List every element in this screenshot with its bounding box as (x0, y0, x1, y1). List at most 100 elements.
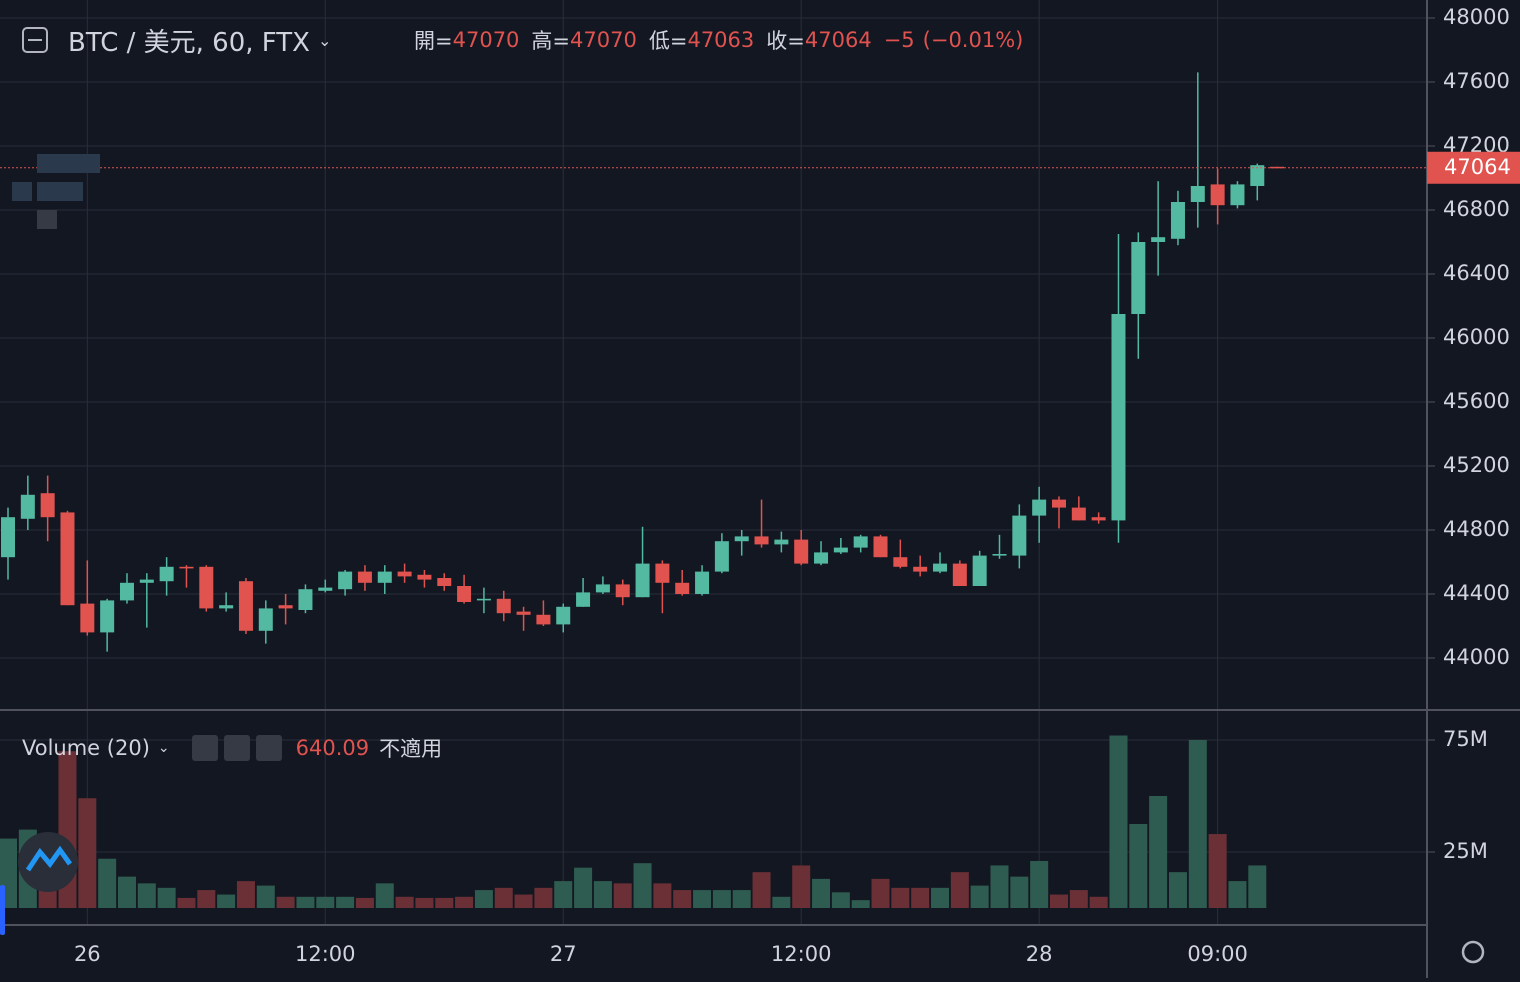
volume-bar (475, 890, 493, 908)
legend-label: 低= (649, 25, 688, 55)
volume-bar (574, 868, 592, 908)
volume-note: 不適用 (379, 733, 442, 763)
volume-bar (812, 879, 830, 908)
volume-bar (158, 888, 176, 908)
volume-bar (1109, 736, 1127, 908)
y-tick-label: 44000 (1443, 645, 1510, 669)
candle-body (616, 584, 630, 597)
candle-body (160, 567, 174, 581)
toolbar-ghost (37, 182, 83, 201)
side-handle[interactable] (0, 885, 5, 935)
legend-label: 高= (531, 25, 570, 55)
volume-bar (693, 890, 711, 908)
volume-bar (336, 897, 354, 908)
volume-bar (991, 865, 1009, 908)
candle-body (477, 599, 491, 601)
volume-bar (118, 877, 136, 908)
dropdown-caret: ⌄ (158, 740, 170, 756)
volume-bar (1189, 740, 1207, 908)
candle-body (1052, 500, 1066, 508)
settings-button[interactable] (224, 735, 250, 761)
candle-body (120, 583, 134, 601)
candle-body (100, 600, 114, 632)
volume-bar (257, 886, 275, 908)
candle-body (1092, 517, 1106, 520)
volume-bar (316, 897, 334, 908)
volume-legend: Volume (20) ⌄ 640.09 不適用 (22, 733, 442, 763)
volume-label[interactable]: Volume (20) (22, 736, 150, 760)
toolbar-ghost (37, 210, 57, 229)
legend-change: −5 (884, 28, 915, 52)
candle-body (80, 604, 94, 633)
volume-bar (931, 888, 949, 908)
candle-body (60, 512, 74, 605)
volume-bar (455, 897, 473, 908)
candle-body (636, 564, 650, 598)
ohlc-legend: 開=47070 高=47070 低=47063 收=47064 −5(−0.01… (414, 25, 1023, 55)
legend-value: 47070 (570, 28, 637, 52)
candle-body (973, 556, 987, 586)
volume-bar (1169, 872, 1187, 908)
y-tick-label: 44800 (1443, 517, 1510, 541)
y-tick-label: 46000 (1443, 325, 1510, 349)
candle-body (318, 588, 332, 591)
candle-body (834, 548, 848, 553)
candle-body (358, 572, 372, 583)
candle-body (695, 572, 709, 594)
candle-body (398, 572, 412, 577)
volume-bar (1228, 881, 1246, 908)
x-tick-label: 28 (1026, 942, 1053, 966)
visibility-button[interactable] (192, 735, 218, 761)
y2-tick-label: 25M (1443, 839, 1488, 863)
legend-value: 47064 (805, 28, 872, 52)
remove-button[interactable] (256, 735, 282, 761)
volume-bar (872, 879, 890, 908)
volume-bar (1070, 890, 1088, 908)
volume-bar (554, 881, 572, 908)
candle-body (1211, 184, 1225, 205)
volume-bar (217, 895, 235, 908)
candle-body (259, 608, 273, 630)
candle-body (1250, 165, 1264, 186)
volume-value: 640.09 (296, 736, 369, 760)
toolbar-ghost (37, 154, 100, 173)
candle-body (1131, 242, 1145, 314)
candle-body (219, 605, 233, 608)
x-tick-label: 09:00 (1187, 942, 1248, 966)
candle-body (556, 607, 570, 625)
volume-bar (376, 883, 394, 908)
volume-bar (971, 886, 989, 908)
y-tick-label: 47600 (1443, 69, 1510, 93)
candle-body (1111, 314, 1125, 520)
volume-bar (594, 881, 612, 908)
candle-body (675, 583, 689, 594)
legend-label: 開= (414, 25, 453, 55)
candle-body (1230, 184, 1244, 205)
volume-bar (634, 863, 652, 908)
candle-body (417, 575, 431, 580)
candle-body (1151, 237, 1165, 242)
candle-body (913, 567, 927, 572)
volume-bar (1149, 796, 1167, 908)
candle-body (457, 586, 471, 602)
volume-bar (495, 888, 513, 908)
volume-bar (713, 890, 731, 908)
y-tick-label: 45600 (1443, 389, 1510, 413)
volume-bar (1010, 877, 1028, 908)
candle-body (993, 554, 1007, 556)
legend-value: 47063 (687, 28, 754, 52)
volume-bar (792, 865, 810, 908)
volume-bar (951, 872, 969, 908)
candle-body (41, 493, 55, 517)
candle-body (854, 536, 868, 547)
volume-bar (356, 898, 374, 908)
candle-body (1072, 508, 1086, 521)
candle-body (735, 536, 749, 541)
symbol-title[interactable]: BTC / 美元, 60, FTX⌄ (68, 22, 331, 59)
volume-bar (396, 897, 414, 908)
volume-bar (832, 892, 850, 908)
volume-bar (673, 890, 691, 908)
candle-body (1, 517, 15, 557)
candle-body (497, 599, 511, 613)
